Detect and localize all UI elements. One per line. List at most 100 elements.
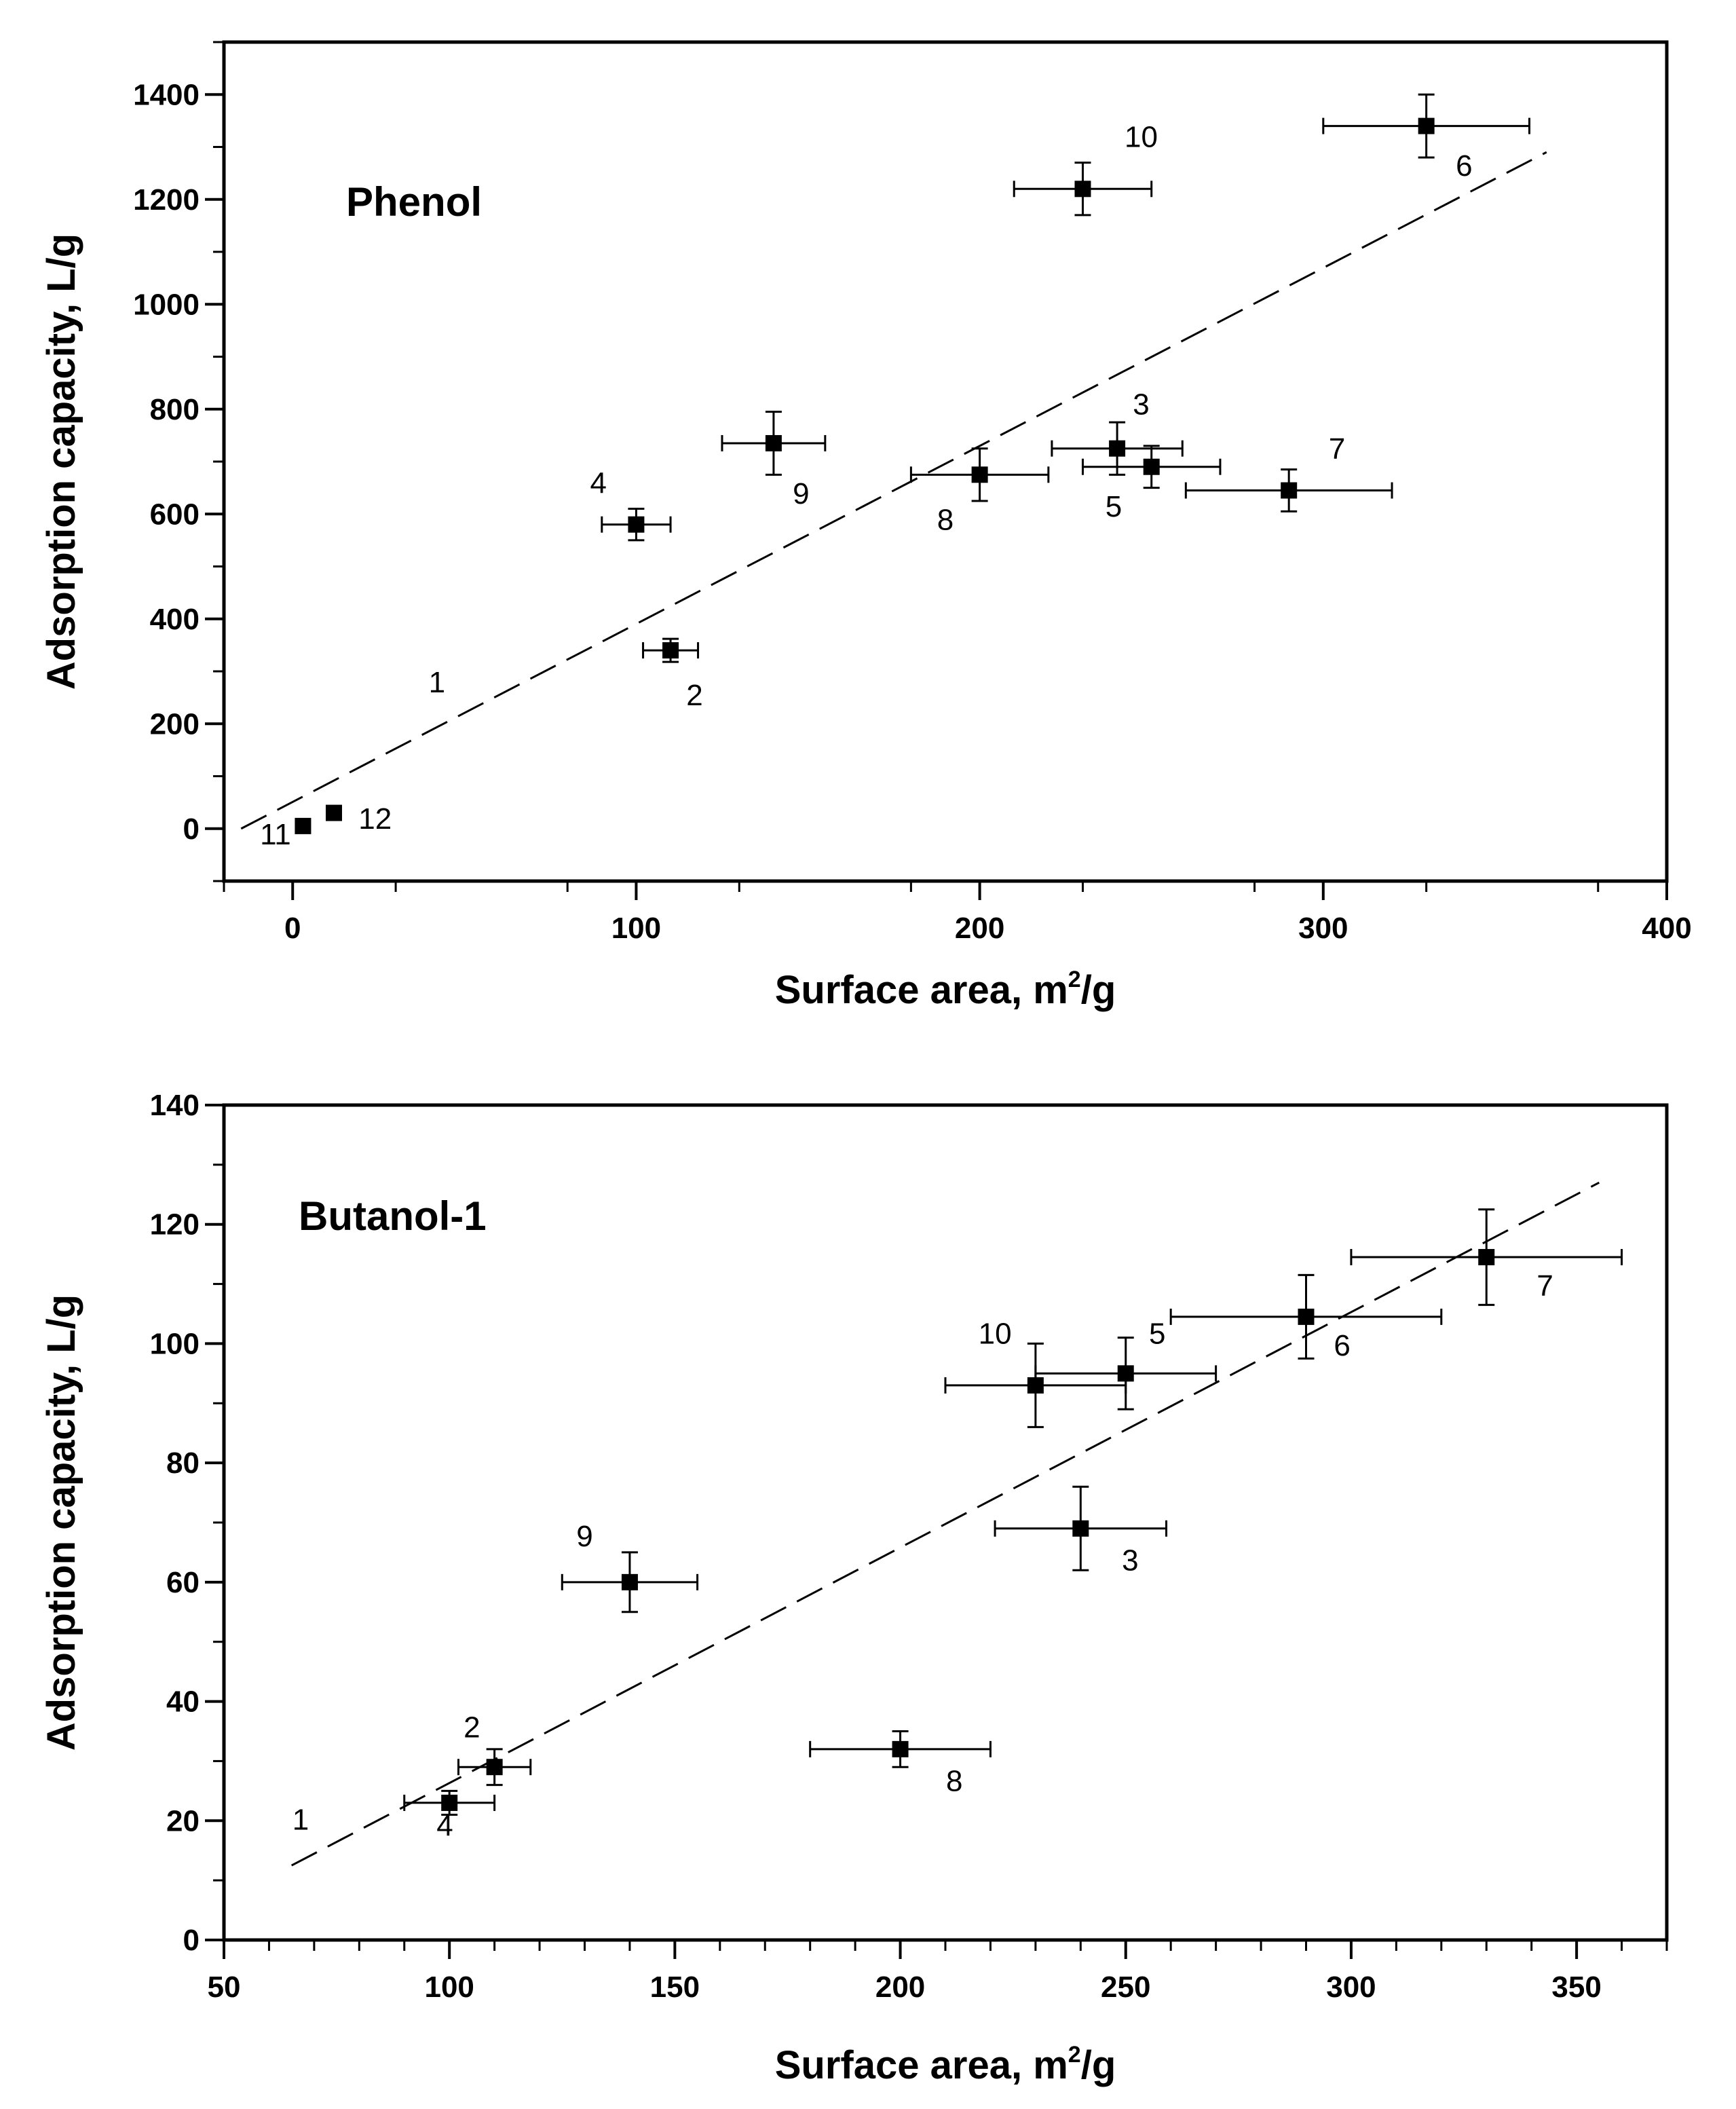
chart-2-point-2: 2 <box>457 1711 532 1787</box>
chart-1-trend-line-label: 1 <box>429 666 445 699</box>
chart-1-data-marker <box>628 516 645 533</box>
chart-2-data-marker <box>441 1794 458 1811</box>
chart-2-y-tick-label: 40 <box>166 1685 200 1719</box>
chart-1-x-tick-label: 100 <box>611 912 661 945</box>
chart-1-point-label: 6 <box>1456 149 1472 183</box>
chart-1-point-label: 11 <box>260 818 291 851</box>
chart-1-point-label: 3 <box>1133 388 1149 421</box>
chart-2-point-label: 9 <box>576 1520 592 1553</box>
chart-1-point-6: 6 <box>1322 93 1531 183</box>
chart-2-chart-title: Butanol-1 <box>299 1193 487 1239</box>
chart-2-point-label: 4 <box>436 1809 453 1842</box>
chart-1-trend-line <box>240 151 1547 830</box>
chart-2-y-axis-title: Adsorption capacity, L/g <box>39 1294 83 1751</box>
chart-1-point-label: 7 <box>1329 432 1345 466</box>
chart-2-x-tick-label: 50 <box>208 1971 241 2004</box>
chart-2-data-marker <box>621 1573 638 1590</box>
chart-1-y-axis-title: Adsorption capacity, L/g <box>39 234 83 690</box>
chart-1-point-label: 5 <box>1106 490 1122 523</box>
chart-2-data-marker <box>1298 1308 1315 1325</box>
chart-2-y-tick-label: 0 <box>183 1924 200 1957</box>
chart-2-x-axis-title: Surface area, m2/g <box>775 2042 1116 2087</box>
chart-1-point-label: 2 <box>686 679 702 712</box>
chart-2-x-axis-title-suffix: /g <box>1081 2043 1116 2087</box>
chart-2-point-label: 7 <box>1536 1269 1553 1303</box>
chart-2-point-5: 5 <box>1034 1317 1218 1411</box>
chart-2-x-axis-title-sup: 2 <box>1068 2042 1081 2068</box>
chart-1-x-tick-label: 300 <box>1298 912 1348 945</box>
chart-2-x-axis-title-main: Surface area, m <box>775 2043 1068 2087</box>
chart-2-point-6: 6 <box>1169 1273 1443 1362</box>
chart-2-y-tick-label: 80 <box>166 1447 200 1480</box>
chart-1-point-3: 3 <box>1051 388 1184 476</box>
chart-2-point-3: 3 <box>994 1485 1168 1577</box>
chart-1-point-12: 12 <box>325 802 392 836</box>
chart-2-point-8: 8 <box>809 1730 992 1797</box>
chart-1-x-tick-label: 0 <box>284 912 301 945</box>
chart-1-y-tick-label: 1200 <box>133 183 200 217</box>
chart-1-x-axis-title-main: Surface area, m <box>775 968 1068 1012</box>
chart-2-x-tick-label: 100 <box>424 1971 474 2004</box>
chart-1-y-tick-label: 800 <box>150 393 200 426</box>
chart-1-chart-title: Phenol <box>346 179 482 225</box>
chart-1-point-8: 8 <box>909 447 1050 536</box>
chart-2-point-label: 5 <box>1149 1317 1165 1350</box>
chart-2: 50 100 150 200 250 300 350 0 20 40 60 80 100 120 140 1 2… <box>39 1089 1669 2087</box>
chart-2-data-marker <box>892 1740 909 1757</box>
chart-1-x-tick-label: 200 <box>955 912 1004 945</box>
chart-1-data-marker <box>1281 482 1298 499</box>
chart-2-y-tick-label: 120 <box>150 1208 200 1242</box>
chart-1-point-5: 5 <box>1081 445 1222 523</box>
chart-2-data-marker <box>486 1759 503 1776</box>
chart-1-point-label: 4 <box>590 466 607 500</box>
chart-1-point-9: 9 <box>721 411 827 510</box>
chart-2-y-tick-label: 140 <box>150 1089 200 1122</box>
chart-1-data-marker <box>971 466 988 483</box>
chart-2-point-label: 8 <box>946 1764 962 1797</box>
chart-1-data-marker <box>325 804 342 821</box>
chart-2-y-tick-label: 20 <box>166 1804 200 1837</box>
chart-2-x-tick-label: 200 <box>875 1971 925 2004</box>
chart-2-data-marker <box>1027 1377 1044 1394</box>
chart-1-y-tick-label: 200 <box>150 707 200 741</box>
chart-2-point-9: 9 <box>561 1520 699 1613</box>
chart-1-data-marker <box>1074 181 1091 198</box>
chart-2-x-tick-label: 300 <box>1326 1971 1376 2004</box>
chart-2-x-tick-label: 150 <box>650 1971 700 2004</box>
chart-2-point-label: 2 <box>464 1711 480 1744</box>
chart-2-point-4: 4 <box>403 1789 496 1842</box>
chart-2-point-label: 6 <box>1334 1329 1350 1362</box>
chart-1-data-marker <box>295 817 312 834</box>
chart-2-point-7: 7 <box>1350 1208 1623 1306</box>
chart-1-point-label: 10 <box>1125 121 1158 154</box>
chart-1-y-tick-label: 400 <box>150 603 200 636</box>
chart-1-x-tick-label: 400 <box>1642 912 1691 945</box>
chart-2-point-10: 10 <box>944 1317 1127 1428</box>
chart-2-trend-line-label: 1 <box>293 1803 309 1836</box>
chart-1-y-tick-label: 0 <box>183 813 200 846</box>
chart-1-x-axis-title-suffix: /g <box>1081 968 1116 1012</box>
chart-1-point-4: 4 <box>590 466 672 542</box>
chart-1-point-2: 2 <box>642 637 703 712</box>
chart-2-x-tick-label: 250 <box>1101 1971 1150 2004</box>
chart-1-y-tick-label: 1400 <box>133 78 200 111</box>
chart-1-y-tick-label: 600 <box>150 498 200 531</box>
chart-1-data-marker <box>765 434 782 451</box>
chart-1-point-label: 12 <box>358 802 392 836</box>
chart-2-point-label: 3 <box>1122 1544 1138 1577</box>
chart-1-point-10: 10 <box>1013 121 1158 217</box>
chart-2-trend-line <box>290 1181 1600 1867</box>
chart-1-plot-frame <box>222 40 1669 883</box>
chart-2-data-marker <box>1072 1520 1089 1537</box>
chart-2-point-label: 10 <box>979 1317 1012 1350</box>
chart-1-data-marker <box>1143 458 1160 475</box>
chart-1-data-marker <box>1418 117 1435 134</box>
chart-2-x-tick-label: 350 <box>1551 1971 1601 2004</box>
chart-1-x-axis-title: Surface area, m2/g <box>775 967 1116 1012</box>
chart-1-point-7: 7 <box>1184 432 1393 512</box>
chart-1-data-marker <box>662 642 679 659</box>
chart-1-point-11: 11 <box>260 817 312 851</box>
chart-2-y-tick-label: 60 <box>166 1566 200 1599</box>
